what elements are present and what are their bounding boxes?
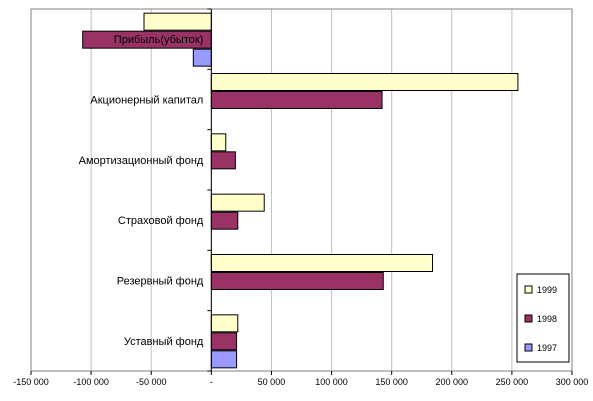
x-tick-label: 50 000	[258, 377, 286, 387]
axes	[30, 8, 573, 375]
legend-swatch-1999	[524, 285, 533, 294]
bar-1999-2	[210, 133, 227, 152]
legend-label-1998: 1998	[537, 314, 557, 324]
x-tick-label: 200 000	[436, 377, 469, 387]
x-tick-label: -	[210, 377, 213, 387]
category-label: Страховой фонд	[118, 215, 204, 227]
x-tick-label: -150 000	[13, 377, 49, 387]
category-label: Акционерный капитал	[90, 95, 203, 107]
x-tick-label: -50 000	[136, 377, 167, 387]
category-label: Амортизационный фонд	[79, 155, 204, 167]
grid-lines	[30, 9, 573, 371]
bar-1999-0	[143, 12, 212, 31]
bar-1999-4	[210, 254, 434, 272]
x-tick-label: 300 000	[556, 377, 589, 387]
bar-1999-1	[210, 73, 519, 91]
bar-1998-2	[210, 151, 236, 170]
bars	[82, 12, 519, 369]
bar-1997-0	[192, 48, 212, 67]
category-label: Прибыль(убыток)	[114, 34, 204, 46]
legend: 1999 1998 1997	[516, 273, 570, 363]
legend-label-1999: 1999	[537, 285, 557, 295]
legend-label-1997: 1997	[537, 343, 557, 353]
bar-1997-5	[210, 350, 238, 369]
category-label: Резервный фонд	[117, 276, 204, 288]
category-label: Уставный фонд	[124, 336, 204, 348]
labels: Прибыль(убыток) Акционерный капитал Аморти…	[13, 34, 588, 387]
legend-swatch-1997	[524, 343, 533, 352]
bar-1998-3	[210, 211, 239, 230]
bar-1998-5	[210, 332, 238, 351]
x-tick-label: -100 000	[73, 377, 109, 387]
bar-1999-3	[210, 193, 265, 212]
x-tick-label: 150 000	[375, 377, 408, 387]
plot-frame	[30, 8, 573, 372]
bar-1998-4	[210, 272, 384, 290]
bar-1999-5	[210, 314, 239, 333]
x-tick-label: 250 000	[496, 377, 529, 387]
legend-swatch-1998	[524, 314, 533, 323]
bar-1998-1	[210, 91, 383, 109]
x-tick-label: 100 000	[315, 377, 348, 387]
